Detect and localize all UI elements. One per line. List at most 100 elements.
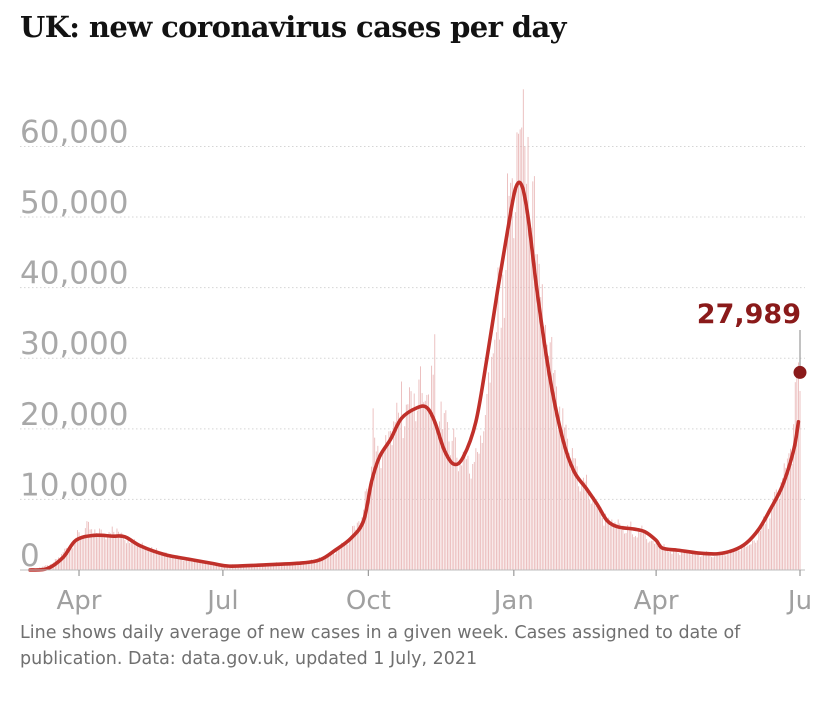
daily-bar <box>756 540 758 570</box>
daily-bar <box>499 339 501 570</box>
daily-bar <box>107 536 108 570</box>
daily-bar <box>186 558 187 570</box>
chart-title: UK: new coronavirus cases per day <box>20 10 567 44</box>
daily-bar <box>424 400 426 570</box>
daily-bar <box>563 427 565 570</box>
daily-bar <box>341 542 342 570</box>
daily-bar <box>750 544 752 570</box>
daily-bar <box>620 530 622 570</box>
daily-bar <box>788 453 790 570</box>
daily-bar <box>154 550 156 570</box>
daily-bar <box>470 478 472 570</box>
daily-bar <box>86 521 88 570</box>
daily-bar <box>353 525 355 570</box>
daily-bar <box>473 461 475 570</box>
daily-bar <box>312 561 314 570</box>
daily-bar <box>110 533 112 570</box>
daily-bar <box>304 562 306 570</box>
daily-bar <box>84 528 86 570</box>
y-tick-label: 60,000 <box>20 114 128 150</box>
daily-bar <box>467 455 469 570</box>
daily-bar <box>469 473 470 570</box>
daily-bar <box>592 495 594 570</box>
daily-bar <box>652 540 654 570</box>
daily-bar <box>728 554 730 570</box>
daily-bar <box>399 419 401 570</box>
daily-bar <box>328 557 330 570</box>
daily-bar <box>61 553 63 570</box>
daily-bar <box>261 563 263 570</box>
daily-bar <box>657 545 659 570</box>
daily-bar <box>358 521 360 570</box>
daily-bar <box>296 561 298 570</box>
daily-bar <box>717 555 719 570</box>
daily-bar <box>78 532 80 570</box>
daily-bar <box>190 561 192 570</box>
daily-bar <box>790 448 791 570</box>
daily-bar <box>380 468 382 570</box>
daily-bar <box>198 560 200 570</box>
daily-bar <box>206 563 208 570</box>
daily-bar <box>605 513 606 570</box>
daily-bar <box>361 517 363 570</box>
daily-bar <box>472 464 474 570</box>
daily-bar <box>549 342 551 570</box>
daily-bar <box>413 393 415 570</box>
daily-bar <box>371 466 372 570</box>
daily-bar <box>541 284 543 570</box>
daily-bar <box>571 448 573 570</box>
daily-bar <box>540 297 542 570</box>
daily-bar <box>426 394 428 570</box>
daily-bar <box>786 458 788 570</box>
daily-bar <box>635 535 636 570</box>
daily-bar <box>707 551 709 570</box>
daily-bar <box>311 559 312 570</box>
daily-bar <box>352 526 353 570</box>
daily-bar <box>314 559 316 570</box>
daily-bar <box>486 394 488 570</box>
daily-bar <box>306 561 308 570</box>
daily-bar <box>726 550 728 570</box>
average-line <box>28 180 801 572</box>
daily-bar <box>94 529 96 570</box>
daily-bar <box>344 542 346 570</box>
daily-bar <box>693 554 695 570</box>
daily-bar <box>711 556 712 570</box>
daily-bar <box>794 382 796 570</box>
daily-bar <box>182 560 184 570</box>
y-tick-label: 40,000 <box>20 256 128 292</box>
daily-bar <box>382 448 384 570</box>
daily-bar <box>208 563 210 570</box>
daily-bar <box>293 562 295 570</box>
daily-bar <box>500 327 502 570</box>
daily-bar <box>704 552 706 570</box>
daily-bar <box>409 387 410 570</box>
daily-bar <box>209 562 211 570</box>
daily-bar <box>556 386 557 570</box>
daily-bar <box>331 553 333 570</box>
daily-bar <box>364 491 366 570</box>
daily-bar <box>639 532 641 570</box>
daily-bar <box>179 557 181 570</box>
daily-bar <box>737 550 739 570</box>
daily-bar <box>431 365 433 570</box>
daily-bar <box>442 429 444 570</box>
daily-bar <box>114 535 116 570</box>
daily-bar <box>326 557 328 570</box>
daily-bar <box>257 565 259 570</box>
daily-bar <box>428 394 429 570</box>
daily-bar <box>171 555 173 570</box>
daily-bar <box>451 440 453 570</box>
daily-bar <box>723 553 725 570</box>
daily-bar <box>552 373 554 570</box>
daily-bar <box>113 531 115 570</box>
daily-bar <box>140 544 142 570</box>
x-tick-label: Jul <box>205 586 238 616</box>
daily-bar <box>119 533 121 570</box>
daily-bar <box>247 565 249 570</box>
daily-bar <box>477 452 478 570</box>
daily-bar <box>502 274 504 570</box>
daily-bar <box>307 561 309 570</box>
daily-bar <box>138 546 140 570</box>
daily-bar <box>654 543 655 570</box>
